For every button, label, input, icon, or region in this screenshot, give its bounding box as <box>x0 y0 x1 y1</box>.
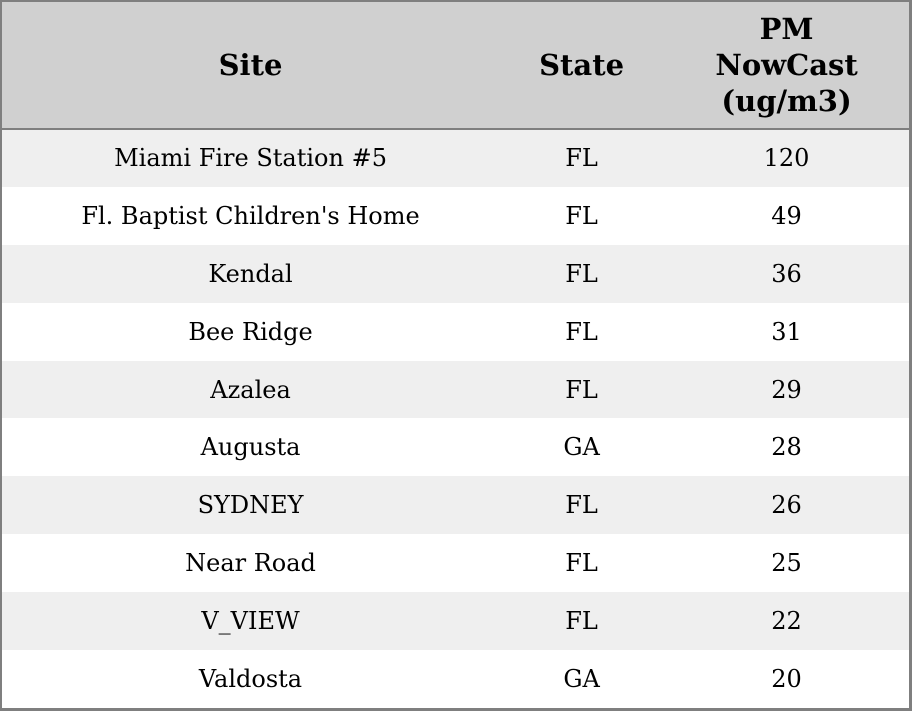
cell-state: FL <box>499 186 665 245</box>
table-row: Augusta GA 28 <box>2 418 909 477</box>
cell-site: Bee Ridge <box>2 302 500 361</box>
cell-state: FL <box>499 129 665 187</box>
table-body: Miami Fire Station #5 FL 120 Fl. Baptist Ch… <box>2 129 909 708</box>
table-row: Fl. Baptist Children's Home FL 49 <box>2 186 909 245</box>
table-row: Kendal FL 36 <box>2 244 909 303</box>
cell-site: Miami Fire Station #5 <box>2 129 500 187</box>
cell-state: FL <box>499 244 665 303</box>
cell-pm_nowcast: 36 <box>664 244 909 303</box>
cell-pm_nowcast: 28 <box>664 418 909 477</box>
cell-state: GA <box>499 650 665 708</box>
table-row: SYDNEY FL 26 <box>2 476 909 535</box>
cell-pm_nowcast: 49 <box>664 186 909 245</box>
cell-site: Fl. Baptist Children's Home <box>2 186 500 245</box>
cell-site: Near Road <box>2 534 500 593</box>
table-row: Valdosta GA 20 <box>2 650 909 708</box>
table-header: Site State PM NowCast (ug/m3) <box>2 2 909 130</box>
table-row: Azalea FL 29 <box>2 360 909 419</box>
cell-pm_nowcast: 20 <box>664 650 909 708</box>
cell-state: FL <box>499 360 665 419</box>
cell-site: Augusta <box>2 418 500 477</box>
table-row: Miami Fire Station #5 FL 120 <box>2 129 909 187</box>
column-header-pm-nowcast: PM NowCast (ug/m3) <box>664 2 909 130</box>
cell-pm_nowcast: 22 <box>664 592 909 651</box>
cell-site: V_VIEW <box>2 592 500 651</box>
cell-site: Azalea <box>2 360 500 419</box>
cell-pm_nowcast: 29 <box>664 360 909 419</box>
cell-state: FL <box>499 302 665 361</box>
cell-site: Kendal <box>2 244 500 303</box>
table-row: V_VIEW FL 22 <box>2 592 909 651</box>
cell-state: GA <box>499 418 665 477</box>
column-header-state: State <box>499 2 665 130</box>
table-row: Near Road FL 25 <box>2 534 909 593</box>
cell-state: FL <box>499 476 665 535</box>
cell-site: Valdosta <box>2 650 500 708</box>
cell-pm_nowcast: 120 <box>664 129 909 187</box>
cell-state: FL <box>499 592 665 651</box>
cell-pm_nowcast: 25 <box>664 534 909 593</box>
column-header-pm-nowcast-label: PM NowCast (ug/m3) <box>715 11 858 119</box>
cell-state: FL <box>499 534 665 593</box>
column-header-site: Site <box>2 2 500 130</box>
cell-site: SYDNEY <box>2 476 500 535</box>
table-row: Bee Ridge FL 31 <box>2 302 909 361</box>
header-row: Site State PM NowCast (ug/m3) <box>2 2 909 130</box>
cell-pm_nowcast: 31 <box>664 302 909 361</box>
cell-pm_nowcast: 26 <box>664 476 909 535</box>
